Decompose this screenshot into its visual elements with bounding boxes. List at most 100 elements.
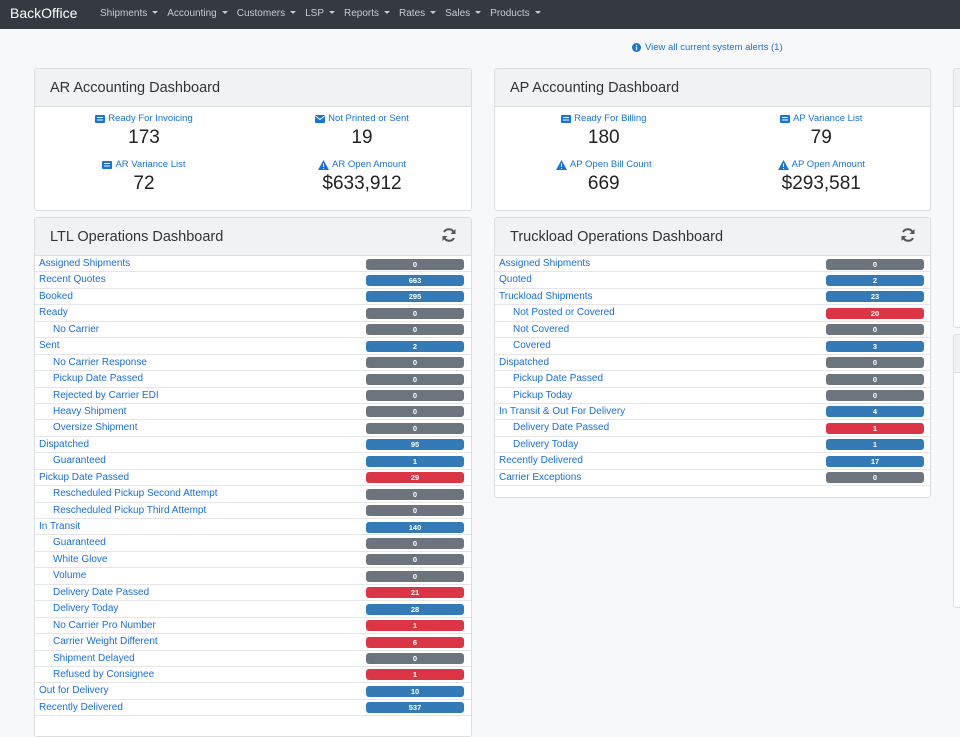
row-label[interactable]: No Carrier Response xyxy=(53,356,147,368)
row-label[interactable]: Guaranteed xyxy=(53,455,106,467)
status-row: Carrier Exceptions 0 xyxy=(495,470,930,487)
status-row: Dispatched 95 xyxy=(35,437,471,454)
row-label[interactable]: Pickup Date Passed xyxy=(53,373,144,385)
stat-label[interactable]: AR Variance List xyxy=(115,159,186,170)
row-label[interactable]: Refused by Consignee xyxy=(53,668,155,680)
row-label[interactable]: Pickup Date Passed xyxy=(39,471,130,483)
status-row: Volume 0 xyxy=(35,568,471,585)
count-badge: 28 xyxy=(366,603,464,615)
row-label[interactable]: Pickup Date Passed xyxy=(513,373,604,385)
row-label[interactable]: In Transit xyxy=(39,521,81,532)
status-row: Recently Delivered 537 xyxy=(35,700,471,717)
row-label[interactable]: Out for Delivery xyxy=(39,685,109,697)
count-badge: 0 xyxy=(366,505,464,517)
row-label[interactable]: Guaranteed xyxy=(53,537,106,549)
menu-item[interactable]: Sales xyxy=(445,8,481,19)
count-badge: 1 xyxy=(826,422,924,434)
row-label[interactable]: Assigned Shipments xyxy=(39,258,131,269)
stat[interactable]: Not Printed or Sent 19 xyxy=(253,113,471,159)
menu-item[interactable]: Rates xyxy=(399,8,436,19)
row-label[interactable]: Rejected by Carrier EDI xyxy=(53,389,159,401)
stat-label[interactable]: AP Open Amount xyxy=(791,159,865,170)
row-label[interactable]: Sent xyxy=(39,340,60,352)
row-label[interactable]: Dispatched xyxy=(39,438,90,450)
stat[interactable]: AR Variance List 72 xyxy=(35,159,253,205)
status-row: Pickup Date Passed 0 xyxy=(495,371,930,388)
card-header: Truckload Operations Dashboard xyxy=(495,218,930,256)
row-label[interactable]: Assigned Shipments xyxy=(499,258,591,269)
status-row: Quoted 2 xyxy=(495,272,930,289)
count-badge: 0 xyxy=(366,537,464,549)
status-row: Guaranteed 1 xyxy=(35,453,471,470)
stat[interactable]: AP Variance List 79 xyxy=(713,113,931,159)
row-label[interactable]: Pickup Today xyxy=(513,389,573,401)
stat[interactable]: Ready For Billing 180 xyxy=(495,113,713,159)
status-row: Oversize Shipment 0 xyxy=(35,420,471,437)
row-label[interactable]: Delivery Today xyxy=(513,438,579,450)
row-label[interactable]: Rescheduled Pickup Third Attempt xyxy=(53,504,207,516)
stat[interactable]: Ready For Invoicing 173 xyxy=(35,113,253,159)
stat-label[interactable]: Ready For Billing xyxy=(574,113,647,124)
warning-icon xyxy=(777,159,789,170)
menu-item[interactable]: Customers xyxy=(237,8,296,19)
stat-label[interactable]: AP Variance List xyxy=(793,113,863,124)
row-label[interactable]: Dispatched xyxy=(499,356,550,368)
row-label[interactable]: Recent Quotes xyxy=(39,274,106,286)
row-label[interactable]: Recently Delivered xyxy=(499,455,583,467)
card-title: AP Accounting Dashboard xyxy=(510,80,680,96)
menu-item[interactable]: Accounting xyxy=(167,8,227,19)
row-label[interactable]: Quoted xyxy=(499,274,532,286)
stat[interactable]: AP Open Amount $293,581 xyxy=(713,159,931,205)
menu: Shipments Accounting Customers LSP Reports Ra… xyxy=(100,8,541,19)
row-label[interactable]: No Carrier Pro Number xyxy=(53,619,156,631)
row-label[interactable]: In Transit & Out For Delivery xyxy=(499,405,626,417)
warning-icon xyxy=(555,159,567,170)
row-label[interactable]: Delivery Today xyxy=(53,603,119,615)
row-label[interactable]: Booked xyxy=(39,290,73,302)
stat[interactable]: AP Open Bill Count 669 xyxy=(495,159,713,205)
alert-link[interactable]: View all current system alerts (1) xyxy=(632,42,783,53)
count-badge: 0 xyxy=(366,653,464,664)
menu-item[interactable]: LSP xyxy=(305,8,335,19)
row-label[interactable]: Delivery Date Passed xyxy=(513,422,610,434)
stat-label[interactable]: AR Open Amount xyxy=(332,159,406,170)
row-label[interactable]: Recently Delivered xyxy=(39,701,123,713)
row-label[interactable]: No Carrier xyxy=(53,323,100,335)
row-label[interactable]: Not Posted or Covered xyxy=(513,307,615,319)
count-badge: 21 xyxy=(366,587,464,599)
status-row: Delivery Today 1 xyxy=(495,437,930,454)
row-label[interactable]: Volume xyxy=(53,570,87,582)
status-row: Not Covered 0 xyxy=(495,322,930,339)
refresh-button[interactable] xyxy=(900,227,916,243)
alert-text[interactable]: View all current system alerts (1) xyxy=(645,42,783,53)
warning-icon xyxy=(318,159,330,170)
row-label[interactable]: Carrier Weight Different xyxy=(53,636,158,648)
menu-item[interactable]: Shipments xyxy=(100,8,158,19)
row-label[interactable]: Ready xyxy=(39,307,68,319)
stat-label[interactable]: Ready For Invoicing xyxy=(108,113,193,124)
row-list: Assigned Shipments 0 Quoted 2 Truckload Ship… xyxy=(495,256,930,487)
row-label[interactable]: Carrier Exceptions xyxy=(499,471,582,483)
stat-label[interactable]: AP Open Bill Count xyxy=(569,159,652,170)
stat-label[interactable]: Not Printed or Sent xyxy=(328,113,409,124)
row-label[interactable]: Delivery Date Passed xyxy=(53,586,150,598)
row-label[interactable]: Truckload Shipments xyxy=(499,290,593,302)
row-label[interactable]: Heavy Shipment xyxy=(53,405,127,417)
row-label[interactable]: Not Covered xyxy=(513,323,570,335)
status-row: Guaranteed 0 xyxy=(35,535,471,552)
menu-item[interactable]: Reports xyxy=(344,8,390,19)
refresh-button[interactable] xyxy=(441,227,457,243)
stat-value: 173 xyxy=(128,127,160,148)
row-label[interactable]: Shipment Delayed xyxy=(53,652,135,664)
row-label[interactable]: Oversize Shipment xyxy=(53,422,138,434)
row-label[interactable]: Rescheduled Pickup Second Attempt xyxy=(53,488,218,500)
status-row: Recently Delivered 17 xyxy=(495,453,930,470)
stat[interactable]: AR Open Amount $633,912 xyxy=(253,159,471,205)
row-label[interactable]: Covered xyxy=(513,340,551,352)
count-badge: 295 xyxy=(366,291,464,303)
status-row: Sent 2 xyxy=(35,338,471,355)
brand[interactable]: BackOffice xyxy=(10,5,78,21)
menu-item[interactable]: Products xyxy=(490,8,540,19)
row-label[interactable]: White Glove xyxy=(53,553,108,565)
status-row: Carrier Weight Different 6 xyxy=(35,634,471,651)
